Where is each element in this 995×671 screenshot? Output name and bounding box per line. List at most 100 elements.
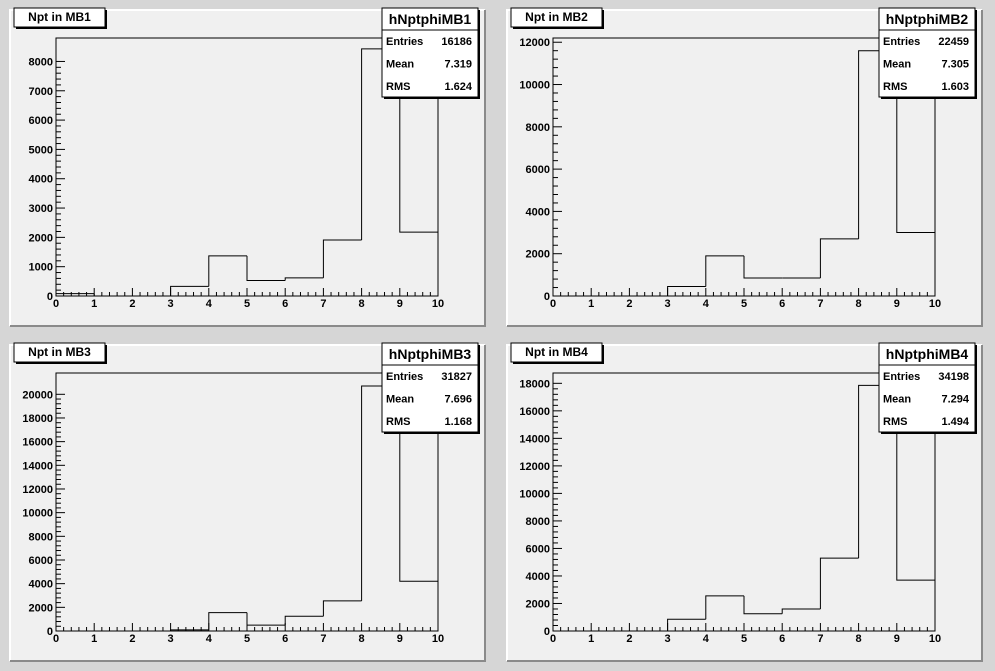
- x-tick-label: 10: [432, 298, 444, 310]
- y-tick-label: 14000: [519, 433, 550, 445]
- y-tick-label: 2000: [526, 598, 550, 610]
- stats-name: hNptphiMB3: [389, 346, 472, 362]
- x-tick-label: 0: [53, 633, 59, 645]
- title-box: [13, 7, 106, 28]
- x-tick-label: 7: [817, 298, 823, 310]
- histogram-bin: [399, 386, 438, 582]
- y-tick-label: 4000: [29, 579, 53, 591]
- x-tick-label: 5: [741, 633, 747, 645]
- stats-value: 7.305: [941, 59, 969, 71]
- histogram-bin: [896, 385, 935, 581]
- x-tick-label: 2: [129, 633, 135, 645]
- x-tick-label: 10: [432, 633, 444, 645]
- histogram-bin: [322, 239, 362, 278]
- x-tick-label: 0: [550, 633, 556, 645]
- x-tick-label: 4: [206, 298, 213, 310]
- histogram-pad-mb1: 0 1000 2000 3000 4000 5000 6000 7000 8000 0 1 2 3 4 5 6…: [9, 7, 486, 327]
- histogram-bin: [246, 612, 286, 626]
- x-tick-label: 3: [168, 633, 174, 645]
- stats-name: hNptphiMB2: [886, 11, 969, 27]
- y-tick-label: 2000: [526, 249, 550, 261]
- y-tick-label: 6000: [526, 164, 550, 176]
- title-box: [510, 7, 603, 28]
- stats-box: [381, 7, 479, 98]
- y-tick-label: 0: [544, 291, 550, 303]
- histogram-bin: [322, 600, 362, 617]
- y-tick-label: 10000: [519, 80, 550, 92]
- histogram-bin: [93, 293, 133, 297]
- histogram-bin: [208, 255, 247, 287]
- pad-bevel-light: [506, 9, 982, 326]
- stats-value: 16186: [441, 36, 472, 48]
- y-tick-label: 6000: [29, 115, 53, 127]
- x-tick-label: 9: [894, 633, 900, 645]
- histogram-bin: [743, 255, 783, 279]
- x-tick-label: 4: [206, 633, 213, 645]
- y-tick-label: 2000: [29, 602, 53, 614]
- stats-label: RMS: [386, 416, 410, 428]
- x-tick-label: 5: [741, 298, 747, 310]
- stats-value: 7.319: [444, 59, 472, 71]
- y-tick-label: 4000: [29, 174, 53, 186]
- stats-label: Entries: [386, 371, 423, 383]
- histogram-bin: [705, 255, 744, 287]
- stats-value: 1.494: [941, 416, 969, 428]
- histogram-bin: [170, 629, 209, 631]
- stats-value: 34198: [938, 371, 969, 383]
- x-tick-label: 6: [779, 633, 785, 645]
- stats-label: Entries: [883, 371, 920, 383]
- chart-title: Npt in MB3: [28, 345, 91, 359]
- y-tick-label: 18000: [519, 378, 550, 390]
- stats-value: 31827: [441, 371, 472, 383]
- x-tick-label: 10: [929, 633, 941, 645]
- x-tick-label: 10: [929, 298, 941, 310]
- y-tick-label: 10000: [519, 488, 550, 500]
- y-tick-label: 12000: [519, 461, 550, 473]
- x-tick-label: 6: [282, 633, 288, 645]
- y-tick-label: 7000: [29, 86, 53, 98]
- histogram-bin: [246, 255, 286, 281]
- stats-label: Mean: [386, 394, 414, 406]
- x-tick-label: 2: [129, 298, 135, 310]
- y-tick-label: 0: [47, 291, 53, 303]
- x-tick-label: 9: [397, 298, 403, 310]
- y-tick-label: 0: [47, 626, 53, 638]
- stats-name: hNptphiMB1: [389, 11, 472, 27]
- y-tick-label: 6000: [526, 543, 550, 555]
- x-tick-label: 3: [665, 633, 671, 645]
- histogram-pad-mb4: 0200040006000800010000120001400016000180…: [506, 342, 983, 662]
- y-tick-label: 6000: [29, 555, 53, 567]
- stats-value: 7.294: [941, 394, 969, 406]
- histogram-bin: [819, 557, 859, 609]
- x-tick-label: 7: [817, 633, 823, 645]
- histogram-bin: [284, 615, 324, 626]
- x-tick-label: 5: [244, 298, 250, 310]
- y-tick-label: 8000: [29, 56, 53, 68]
- stats-label: Mean: [883, 394, 911, 406]
- stats-value: 1.603: [941, 81, 969, 93]
- x-tick-label: 7: [320, 298, 326, 310]
- y-tick-label: 2000: [29, 232, 53, 244]
- x-tick-label: 8: [856, 298, 862, 310]
- stats-box: [878, 7, 976, 98]
- stats-label: RMS: [883, 416, 907, 428]
- x-tick-label: 0: [550, 298, 556, 310]
- stats-label: Entries: [386, 36, 423, 48]
- stats-box: [381, 342, 479, 433]
- x-tick-label: 7: [320, 633, 326, 645]
- histogram-bin: [819, 238, 859, 279]
- y-tick-label: 4000: [526, 571, 550, 583]
- y-tick-label: 20000: [22, 389, 53, 401]
- histogram-bins: [553, 50, 936, 297]
- x-tick-label: 2: [626, 633, 632, 645]
- x-tick-label: 9: [894, 298, 900, 310]
- x-tick-label: 1: [588, 633, 594, 645]
- y-tick-label: 0: [544, 626, 550, 638]
- y-tick-label: 5000: [29, 144, 53, 156]
- histogram-bin: [55, 293, 95, 296]
- x-tick-label: 3: [168, 298, 174, 310]
- y-tick-label: 12000: [519, 37, 550, 49]
- stats-value: 7.696: [444, 394, 472, 406]
- title-box: [510, 342, 603, 363]
